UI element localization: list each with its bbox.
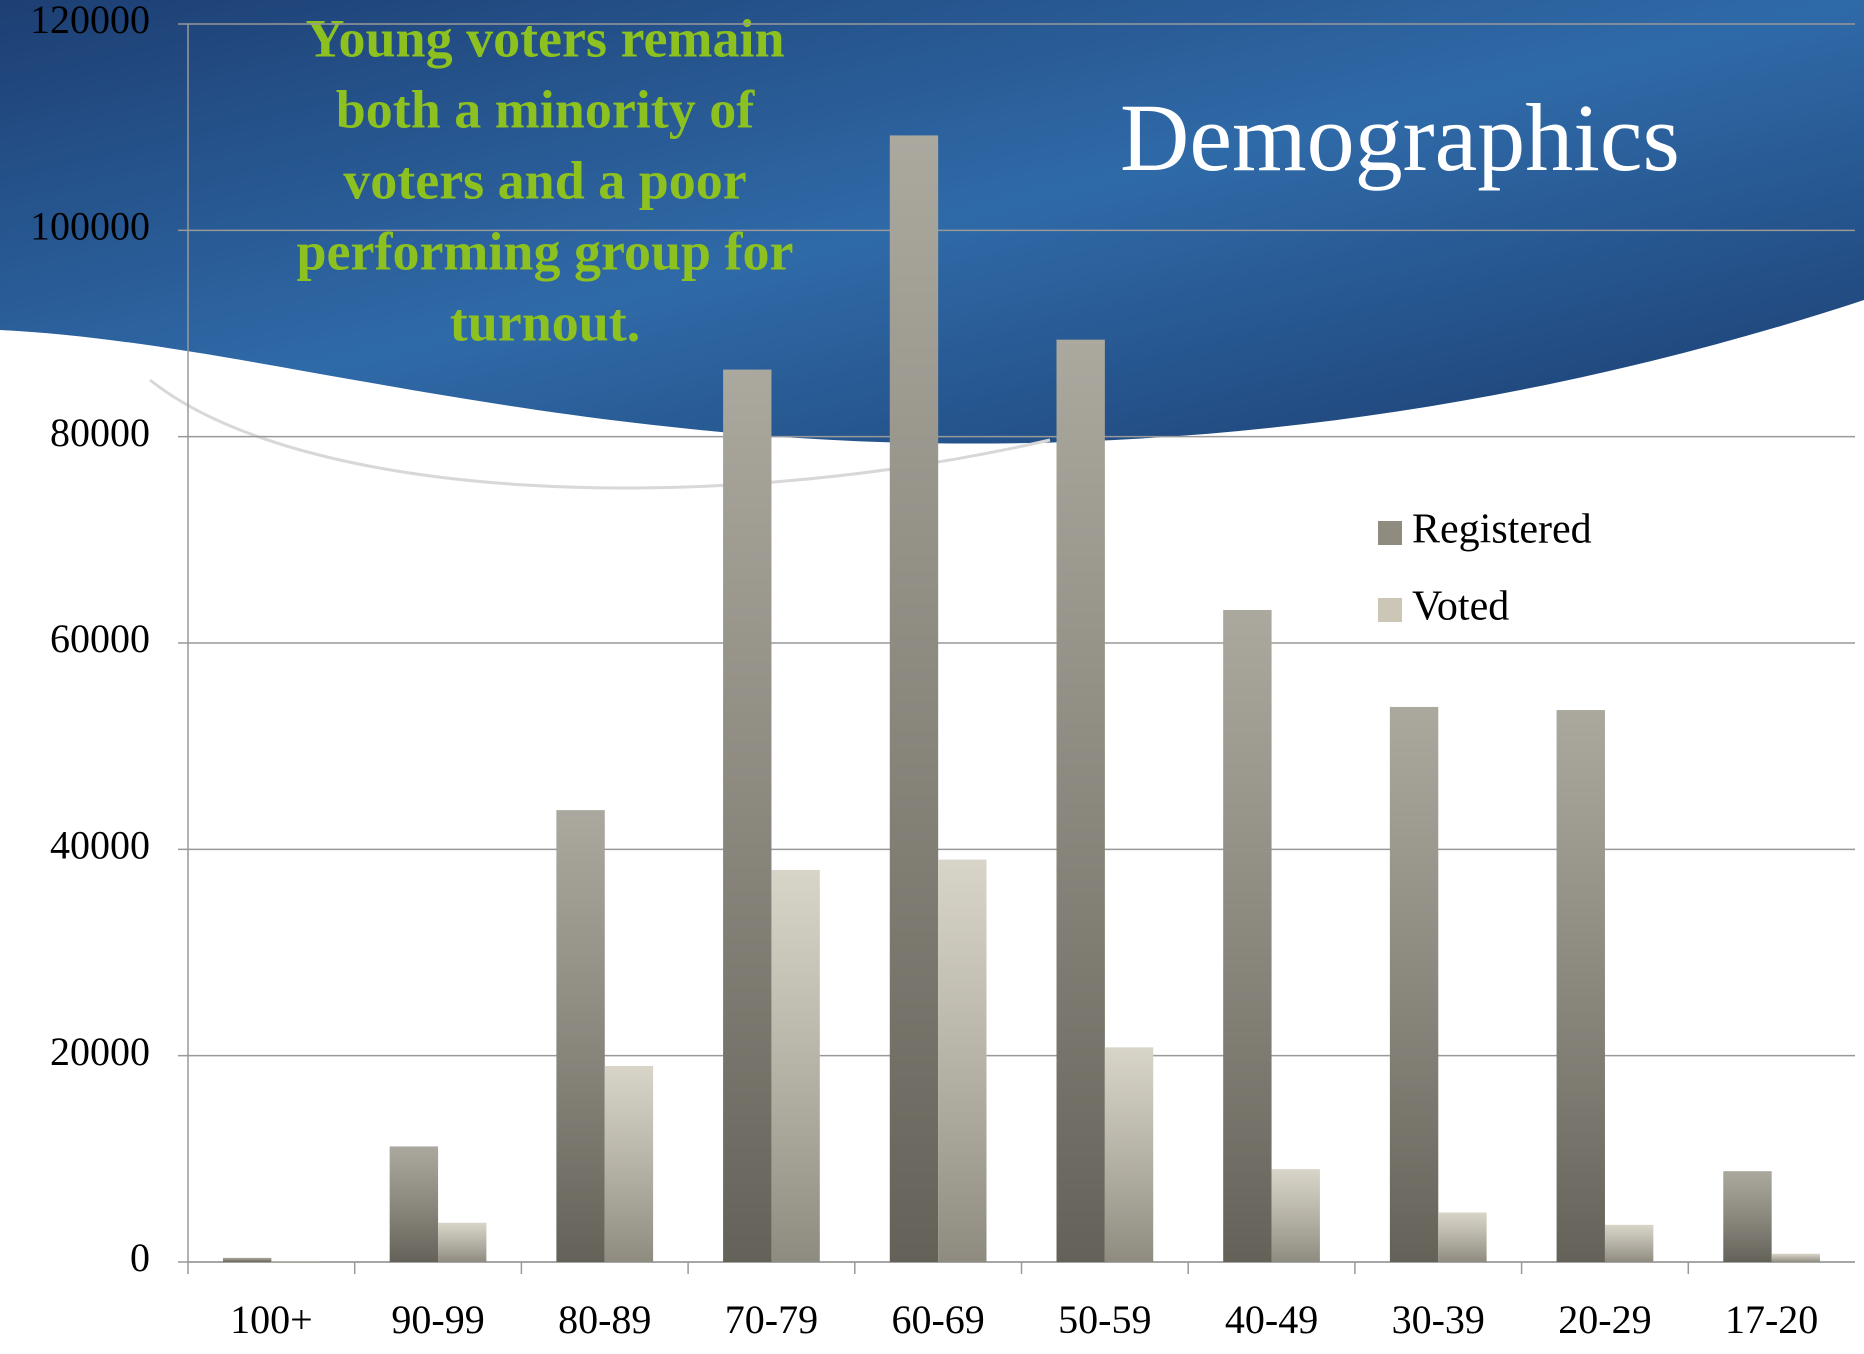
bar-shade [1390, 707, 1438, 1262]
bar-shade [1605, 1225, 1653, 1262]
y-tick-label: 120000 [30, 0, 150, 42]
x-tick-label: 90-99 [391, 1297, 484, 1342]
bar-shade [1057, 340, 1105, 1262]
bar-shade [390, 1146, 438, 1262]
bar-shade [1438, 1212, 1486, 1262]
bar-shade [938, 860, 986, 1262]
x-tick-label: 80-89 [558, 1297, 651, 1342]
annotation-line: both a minority of [336, 79, 756, 139]
slide: Demographics Young voters remain both a m… [0, 0, 1864, 1354]
legend-swatch [1378, 521, 1402, 545]
annotation-line: turnout. [450, 292, 641, 352]
title: Demographics [1120, 84, 1680, 191]
bar-shade [1223, 610, 1271, 1262]
bar-shade [771, 870, 819, 1262]
x-tick-label: 40-49 [1225, 1297, 1318, 1342]
y-tick-label: 0 [130, 1235, 150, 1280]
x-tick-label: 30-39 [1392, 1297, 1485, 1342]
bar-shade [1272, 1169, 1320, 1262]
y-tick-label: 60000 [50, 616, 150, 661]
legend-label: Voted [1412, 584, 1509, 630]
bar-shade [723, 370, 771, 1262]
x-tick-label: 60-69 [891, 1297, 984, 1342]
bar-shade [890, 135, 938, 1262]
bar-shade [1557, 710, 1605, 1262]
legend-swatch [1378, 598, 1402, 622]
bar-shade [556, 810, 604, 1262]
legend-label: Registered [1412, 507, 1592, 553]
bar-shade [223, 1258, 271, 1262]
bar-shade [1723, 1171, 1771, 1262]
x-tick-label: 70-79 [725, 1297, 818, 1342]
bar-shade [438, 1223, 486, 1262]
bar-shade [605, 1066, 653, 1262]
annotation-line: Young voters remain [306, 8, 785, 68]
y-tick-label: 20000 [50, 1029, 150, 1074]
x-tick-label: 20-29 [1558, 1297, 1651, 1342]
bar-shade [1772, 1254, 1820, 1262]
annotation-line: voters and a poor [343, 150, 747, 210]
x-tick-label: 50-59 [1058, 1297, 1151, 1342]
bar-shade [271, 1261, 319, 1262]
x-tick-label: 100+ [230, 1297, 313, 1342]
x-tick-label: 17-20 [1725, 1297, 1818, 1342]
y-tick-label: 100000 [30, 204, 150, 249]
y-tick-label: 80000 [50, 410, 150, 455]
bar-shade [1105, 1047, 1153, 1262]
y-tick-label: 40000 [50, 823, 150, 868]
